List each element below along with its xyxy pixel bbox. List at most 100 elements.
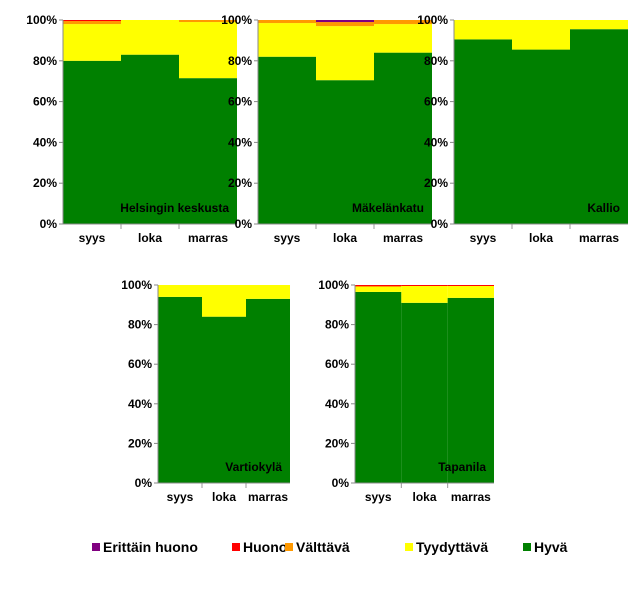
bar-segment-Hyvä [179,78,237,224]
bar-segment-Hyvä [158,296,202,483]
bar-segment-Tyydyttävä [570,20,628,30]
legend-swatch [92,543,100,551]
category-label: marras [451,490,491,504]
category-label: syys [365,490,392,504]
legend-swatch [523,543,531,551]
y-tick-label: 0% [431,217,449,231]
category-label: loka [529,231,553,245]
bar-segment-Välttävä [374,20,432,25]
bar-segment-Huono [63,20,121,22]
y-tick-label: 100% [318,278,349,292]
bar-segment-Hyvä [454,39,512,224]
bar-segment-Hyvä [246,298,290,483]
y-tick-label: 40% [424,135,448,149]
legend-label: Välttävä [296,539,350,555]
bar-segment-Hyvä [401,302,448,483]
category-label: marras [248,490,288,504]
category-label: marras [579,231,619,245]
bar-segment-Erittäin huono [316,20,374,23]
bar-segment-Välttävä [179,20,237,23]
category-label: loka [412,490,436,504]
y-tick-label: 20% [128,436,152,450]
bar-segment-Hyvä [121,54,179,225]
y-tick-label: 100% [417,13,448,27]
bar-segment-Hyvä [355,291,402,483]
y-tick-label: 80% [33,54,57,68]
bar-segment-Hyvä [570,29,628,225]
y-tick-label: 20% [228,176,252,190]
bar-segment-Välttävä [355,285,402,287]
category-label: marras [188,231,228,245]
legend: Erittäin huono Huono Välttävä Tyydyttävä Hyv… [92,539,568,555]
chart-1: syys loka marras 0% 20% 40% 60% 80% 100% Mäkelänk… [221,13,432,245]
category-label: loka [138,231,162,245]
y-tick-label: 20% [33,176,57,190]
chart-title: Tapanila [438,460,486,474]
bar-segment-Tyydyttävä [401,285,448,303]
bar-segment-Välttävä [316,22,374,27]
y-tick-label: 100% [121,278,152,292]
category-label: syys [167,490,194,504]
bar-segment-Hyvä [374,52,432,224]
y-tick-label: 80% [228,54,252,68]
y-tick-label: 60% [128,357,152,371]
category-label: syys [274,231,301,245]
bar-segment-Tyydyttävä [447,285,494,298]
bar-segment-Hyvä [316,80,374,225]
y-tick-label: 60% [228,95,252,109]
chart-title: Kallio [587,201,620,215]
legend-label: Huono [243,539,287,555]
chart-3: syys loka marras 0% 20% 40% 60% 80% 100% Vartioky… [121,278,290,504]
y-tick-label: 40% [325,397,349,411]
bar-segment-Tyydyttävä [121,20,179,55]
bar-segment-Huono [401,285,448,286]
bar-segment-Tyydyttävä [374,24,432,53]
chart-title: Vartiokylä [225,460,282,474]
y-tick-label: 80% [424,54,448,68]
y-tick-label: 60% [325,357,349,371]
bar-segment-Hyvä [447,297,494,483]
bar-segment-Tyydyttävä [316,26,374,81]
y-tick-label: 20% [424,176,448,190]
y-tick-label: 40% [228,135,252,149]
chart-2: syys loka marras 0% 20% 40% 60% 80% 100% Kallio [417,13,628,245]
legend-label: Hyvä [534,539,568,555]
category-label: syys [79,231,106,245]
legend-label: Erittäin huono [103,539,198,555]
chart-0: syys loka marras 0% 20% 40% 60% 80% 100% Helsingi… [26,13,237,245]
category-label: marras [383,231,423,245]
category-label: loka [212,490,236,504]
bar-segment-Tyydyttävä [179,22,237,79]
bar-segment-Huono [355,285,402,286]
bar-segment-Huono [447,285,494,286]
bar-segment-Tyydyttävä [512,20,570,50]
bar-segment-Hyvä [63,60,121,224]
y-tick-label: 100% [221,13,252,27]
y-tick-label: 40% [33,135,57,149]
bar-segment-Välttävä [63,21,121,25]
y-tick-label: 0% [332,476,350,490]
category-label: loka [333,231,357,245]
bar-segment-Hyvä [512,49,570,224]
legend-swatch [285,543,293,551]
y-tick-label: 0% [235,217,253,231]
bar-segment-Tyydyttävä [454,20,512,40]
bar-segment-Tyydyttävä [258,23,316,57]
legend-label: Tyydyttävä [416,539,488,555]
bar-segment-Välttävä [258,20,316,24]
bar-segment-Tyydyttävä [63,24,121,61]
bar-segment-Hyvä [258,56,316,224]
legend-swatch [232,543,240,551]
legend-swatch [405,543,413,551]
bar-segment-Tyydyttävä [246,285,290,299]
y-tick-label: 0% [135,476,153,490]
y-tick-label: 0% [40,217,58,231]
bar-segment-Hyvä [202,316,246,483]
chart-4: syys loka marras 0% 20% 40% 60% 80% 100% Tapanila [318,278,494,504]
y-tick-label: 40% [128,397,152,411]
y-tick-label: 80% [128,318,152,332]
chart-title: Helsingin keskusta [120,201,229,215]
bar-segment-Tyydyttävä [158,285,202,297]
